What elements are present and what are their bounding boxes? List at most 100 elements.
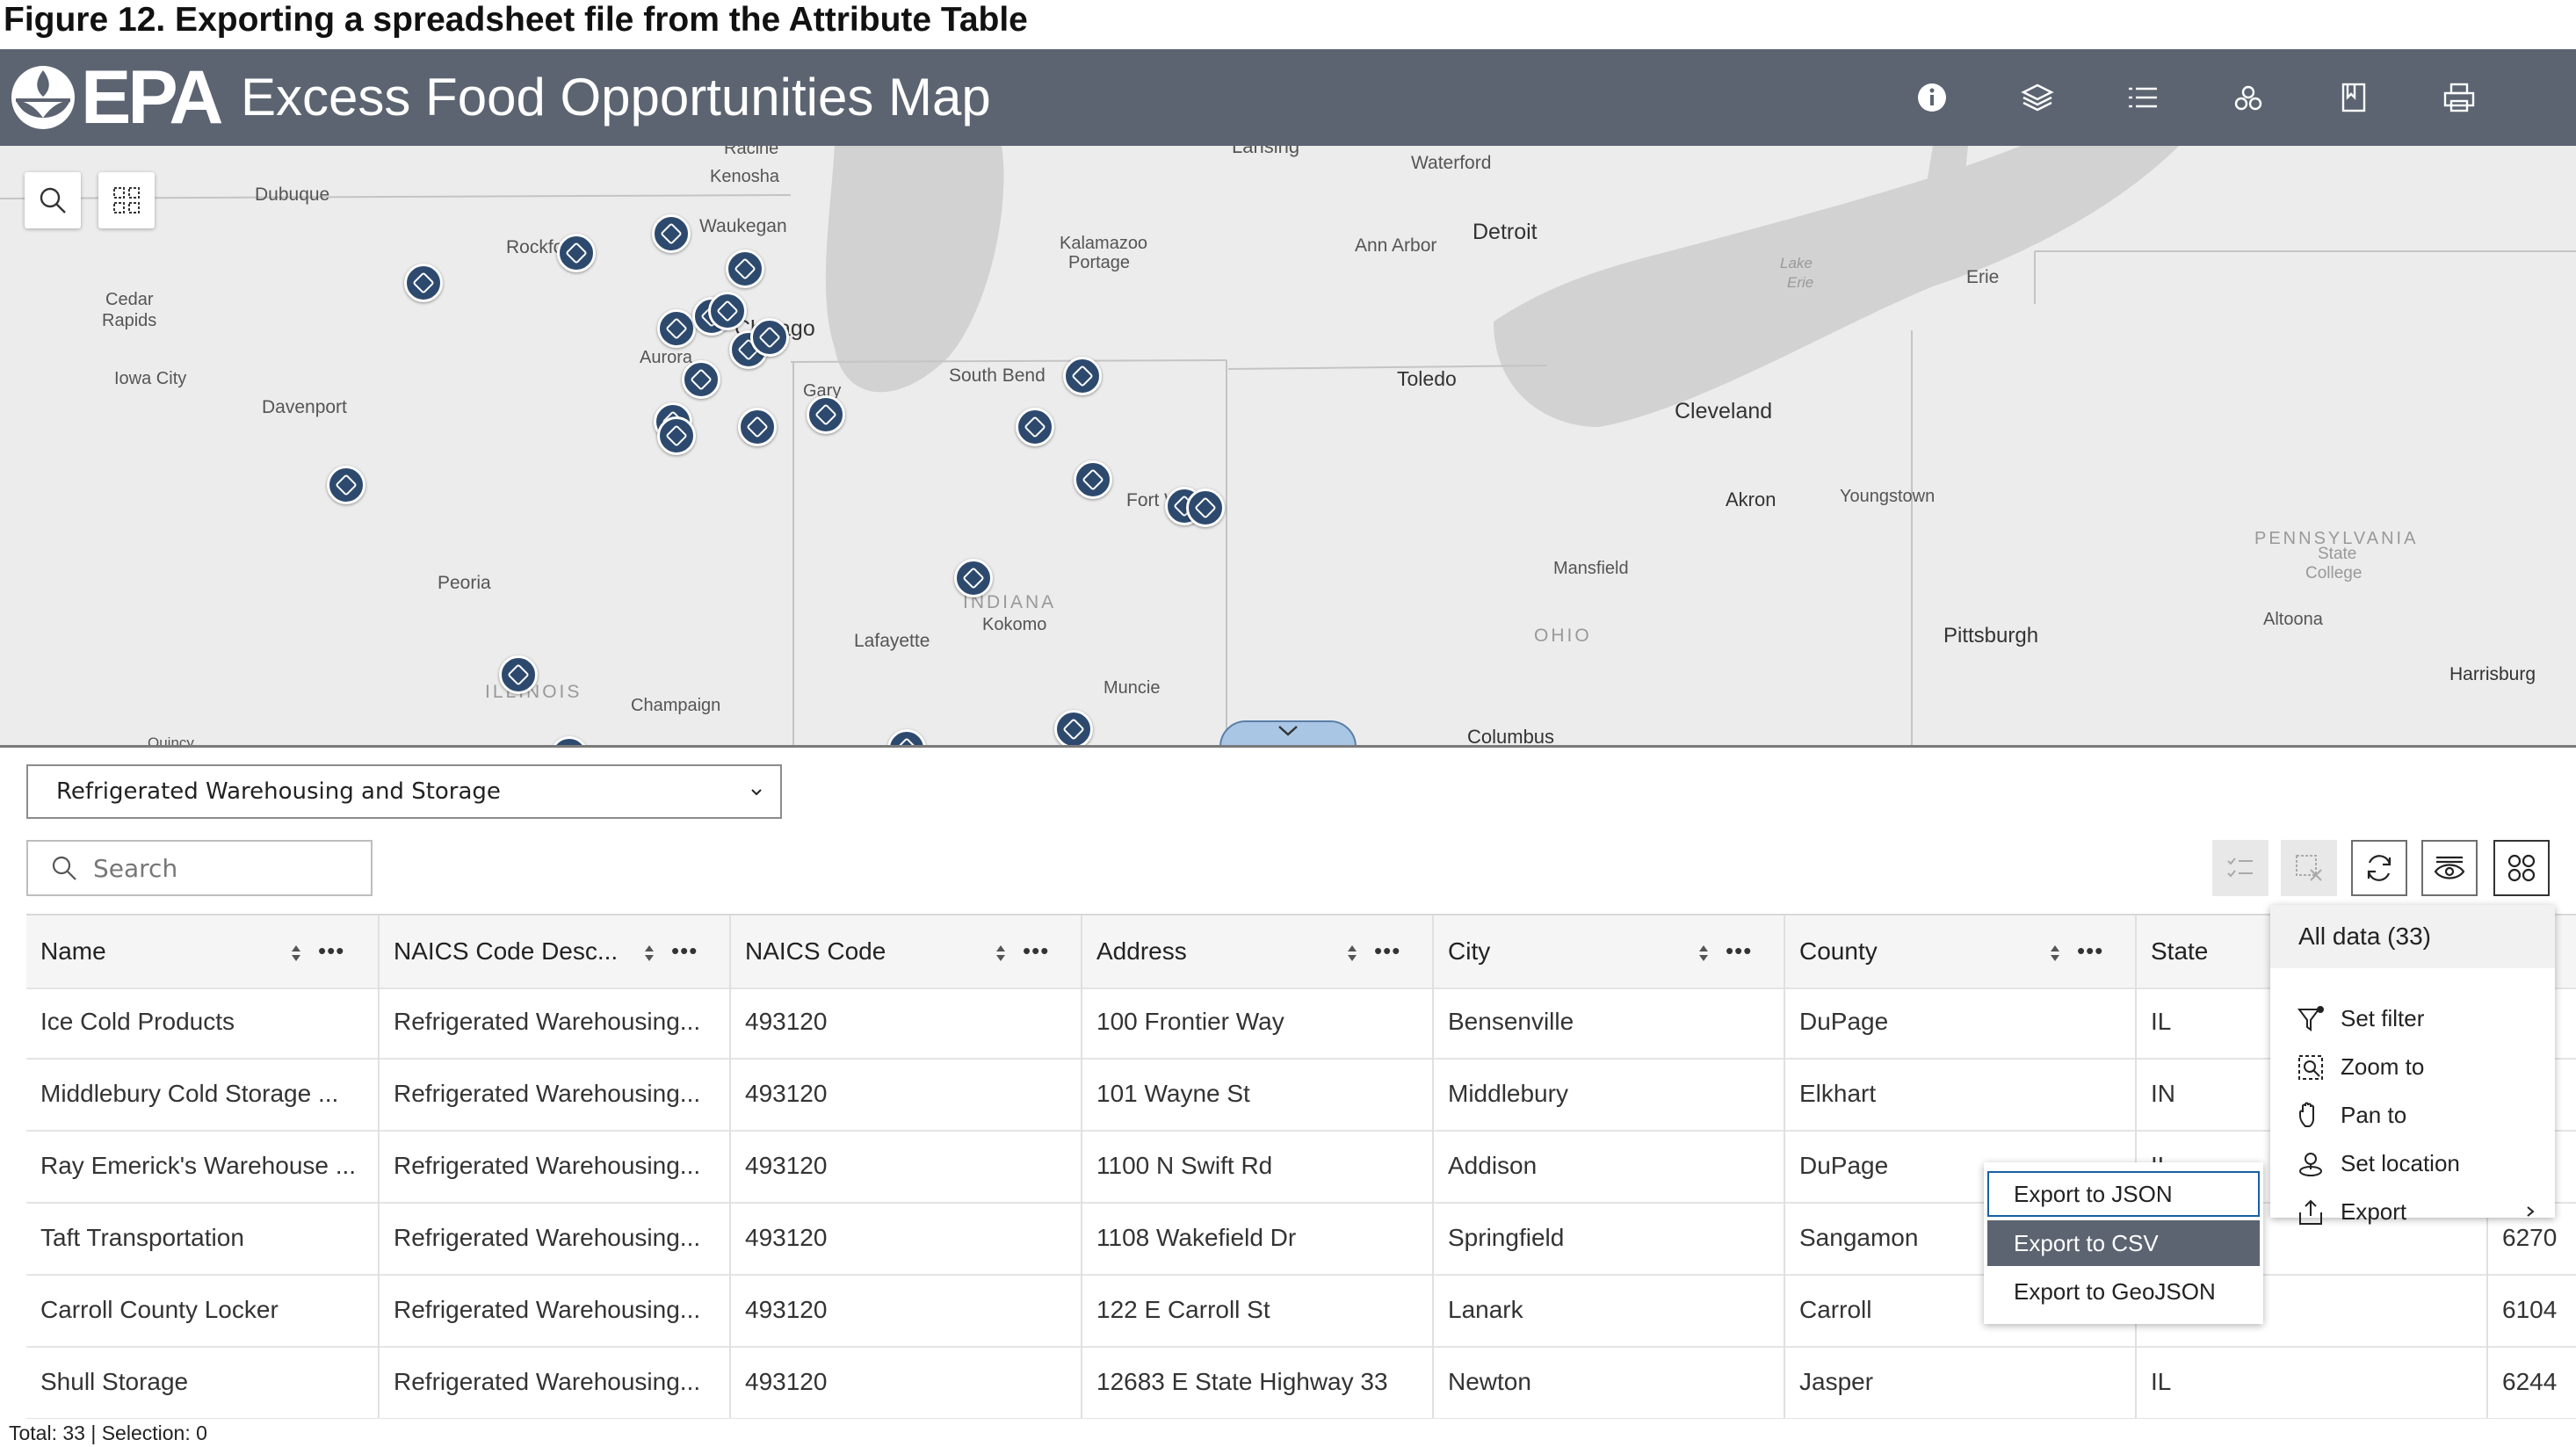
cell-extra: 6270 [2486, 1202, 2576, 1274]
clear-selection-button[interactable] [2281, 840, 2337, 896]
cell-county: DuPage [1784, 1130, 2135, 1202]
facility-marker[interactable] [807, 395, 845, 434]
column-header-label: State [2151, 937, 2209, 965]
map-label: Columbus [1467, 726, 1555, 745]
export-to-geojson-item[interactable]: Export to GeoJSON [2014, 1278, 2216, 1305]
facility-marker[interactable] [682, 360, 720, 399]
facility-marker[interactable] [738, 408, 777, 446]
column-header-label: Name [40, 937, 106, 965]
map-label: Racine [724, 146, 779, 158]
column-header-label: Address [1096, 937, 1187, 965]
table-options-menu: All data (33) Set filter Zoom to Pan to … [2270, 905, 2555, 1225]
facility-marker[interactable] [1186, 488, 1225, 527]
column-header-address[interactable]: Address ••• [1081, 915, 1432, 988]
search-icon [40, 187, 66, 213]
cell-city: Lanark [1432, 1274, 1784, 1346]
cell-naics-code: 493120 [729, 1202, 1081, 1274]
info-icon[interactable] [1910, 76, 1954, 119]
cell-name: Ice Cold Products [40, 1008, 235, 1035]
menu-item-label: Set location [2341, 1150, 2460, 1176]
export-icon [2299, 1199, 2322, 1225]
cell-state: IL [2135, 1346, 2486, 1418]
sort-icon[interactable] [290, 944, 302, 963]
facility-marker[interactable] [750, 318, 789, 357]
more-options-icon[interactable]: ••• [318, 937, 345, 964]
facility-marker[interactable] [499, 655, 538, 694]
print-icon[interactable] [2437, 76, 2481, 119]
cell-name: Taft Transportation [40, 1224, 244, 1251]
map-label: Waukegan [699, 216, 787, 236]
collapse-table-button[interactable] [1219, 720, 1357, 745]
epa-flower-icon [11, 66, 75, 129]
more-options-icon[interactable]: ••• [671, 937, 698, 964]
search-placeholder: Search [93, 853, 178, 883]
table-header-row: Name ••• NAICS Code Desc... ••• NAICS Co… [26, 914, 2576, 989]
menu-item-set-filter[interactable]: Set filter [2270, 995, 2555, 1042]
cell-name: Carroll County Locker [40, 1296, 279, 1323]
facility-marker[interactable] [652, 214, 691, 253]
table-row[interactable]: Shull Storage Refrigerated Warehousing..… [26, 1346, 2576, 1419]
table-row[interactable]: Ice Cold Products Refrigerated Warehousi… [26, 986, 2576, 1060]
column-header-naics-code[interactable]: NAICS Code ••• [729, 915, 1081, 988]
layer-select-dropdown[interactable]: Refrigerated Warehousing and Storage [26, 764, 782, 819]
facility-marker[interactable] [1054, 710, 1093, 745]
cell-naics-desc: Refrigerated Warehousing... [378, 1274, 729, 1346]
cell-address: 101 Wayne St [1081, 1058, 1432, 1130]
more-options-icon[interactable]: ••• [1374, 937, 1401, 964]
more-options-icon[interactable]: ••• [1726, 937, 1753, 964]
facility-marker[interactable] [557, 234, 596, 272]
export-to-json-item[interactable]: Export to JSON [1987, 1171, 2260, 1217]
facility-marker[interactable] [954, 559, 993, 597]
map-label: South Bend [949, 365, 1046, 386]
map-view[interactable]: Racine Kenosha Lansing Waterford Dubuque… [0, 146, 2576, 745]
sort-icon[interactable] [643, 944, 655, 963]
more-options-icon[interactable]: ••• [2077, 937, 2104, 964]
sort-icon[interactable] [995, 944, 1007, 963]
facility-marker[interactable] [657, 416, 696, 455]
map-search-button[interactable] [25, 172, 81, 228]
menu-item-zoom-to[interactable]: Zoom to [2270, 1043, 2555, 1090]
facility-marker[interactable] [1016, 408, 1054, 446]
column-header-name[interactable]: Name ••• [26, 915, 378, 988]
column-header-naics-desc[interactable]: NAICS Code Desc... ••• [378, 915, 729, 988]
show-selected-button[interactable] [2212, 840, 2268, 896]
column-header-city[interactable]: City ••• [1432, 915, 1784, 988]
table-search-input[interactable]: Search [26, 840, 373, 896]
sort-icon[interactable] [1346, 944, 1358, 963]
basemap-icon[interactable] [2226, 76, 2270, 119]
menu-item-set-location[interactable]: Set location [2270, 1140, 2555, 1187]
cell-city: Bensenville [1432, 986, 1784, 1058]
select-features-button[interactable] [98, 172, 155, 228]
column-header-state[interactable]: State [2135, 915, 2486, 988]
map-label: Cedar [105, 290, 154, 309]
menu-item-pan-to[interactable]: Pan to [2270, 1091, 2555, 1139]
epa-logo[interactable]: EPA [9, 58, 223, 137]
export-to-csv-item[interactable]: Export to CSV [1987, 1220, 2260, 1266]
legend-list-icon[interactable] [2121, 76, 2165, 119]
sort-icon[interactable] [1697, 944, 1710, 963]
facility-marker[interactable] [404, 264, 443, 302]
facility-marker[interactable] [708, 292, 747, 330]
refresh-button[interactable] [2351, 840, 2407, 896]
figure-caption: Figure 12. Exporting a spreadsheet file … [4, 1, 1028, 39]
location-pin-icon [2299, 1153, 2322, 1176]
facility-marker[interactable] [657, 309, 696, 348]
table-options-button[interactable] [2493, 840, 2550, 896]
facility-marker[interactable] [327, 466, 365, 504]
chevron-right-icon [2527, 1206, 2535, 1217]
facility-marker[interactable] [1074, 460, 1112, 499]
facility-marker[interactable] [726, 250, 764, 288]
layers-icon[interactable] [2015, 76, 2059, 119]
bookmark-icon[interactable] [2332, 76, 2376, 119]
sort-icon[interactable] [2049, 944, 2061, 963]
facility-marker[interactable] [1063, 357, 1102, 395]
menu-item-export[interactable]: Export [2270, 1188, 2555, 1235]
eye-icon [2434, 856, 2465, 879]
more-options-icon[interactable]: ••• [1023, 937, 1050, 964]
cell-name: Middlebury Cold Storage ... [40, 1080, 339, 1107]
table-row[interactable]: Middlebury Cold Storage ... Refrigerated… [26, 1058, 2576, 1132]
column-header-county[interactable]: County ••• [1784, 915, 2135, 988]
cell-state: IN [2135, 1058, 2486, 1130]
show-hide-columns-button[interactable] [2421, 840, 2478, 896]
table-panel-divider [0, 745, 2576, 748]
